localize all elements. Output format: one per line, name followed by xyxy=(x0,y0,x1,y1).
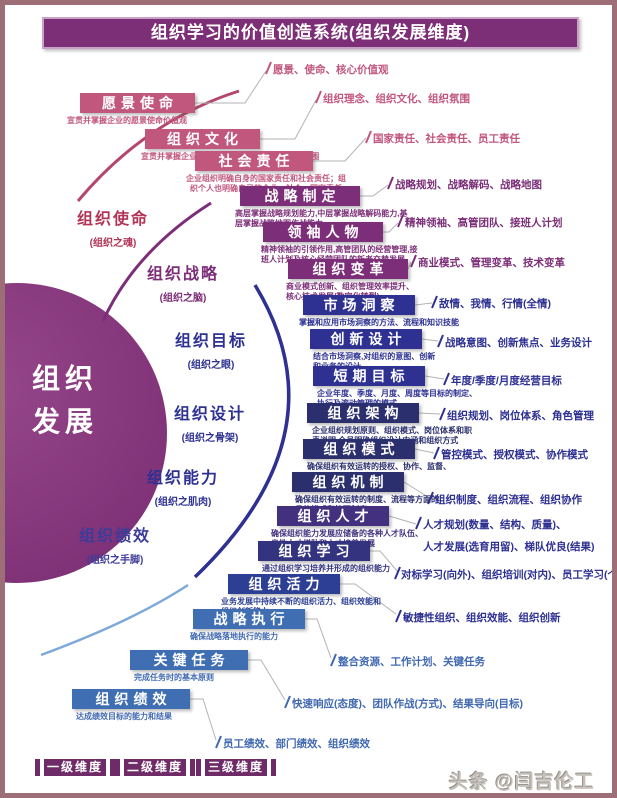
level2-box-9: 短期目标 xyxy=(313,366,425,386)
circle-line1: 组织 xyxy=(31,363,98,394)
level3-note-3: 国家责任、社会责任、员工责任 xyxy=(373,133,520,145)
page-title: 组织学习的价值创造系统(组织发展维度) xyxy=(42,17,579,49)
level3-note-8: 战略意图、创新焦点、业务设计 xyxy=(445,337,592,349)
level2-desc-16: 确保战略落地执行的能力 xyxy=(190,632,278,641)
level3-note-13b: 人才发展(选育用留)、梯队优良(结果) xyxy=(423,541,595,553)
level3-note-5: 精神领袖、高管团队、接班人计划 xyxy=(405,217,563,229)
note-ticks xyxy=(215,61,450,749)
level1-dim-capability: 组织能力 (组织之肌肉) xyxy=(146,470,219,508)
level2-box-12: 组织机制 xyxy=(292,472,404,492)
level2-box-17: 关键任务 xyxy=(130,650,248,670)
legend-level3: 三级维度 xyxy=(196,759,276,776)
level3-note-9: 年度/季度/月度经营目标 xyxy=(451,375,562,387)
level3-note-2: 组织理念、组织文化、组织氛围 xyxy=(323,93,470,105)
legend-bar xyxy=(196,759,201,776)
level2-box-1: 愿景使命 xyxy=(80,93,195,113)
legend-bar xyxy=(271,759,276,776)
level3-note-15: 敏捷性组织、组织效能、组织创新 xyxy=(403,612,561,624)
level1-dim-design: 组织设计 (组织之骨架) xyxy=(173,406,246,444)
org-development-circle xyxy=(5,283,167,583)
level2-box-10: 组织架构 xyxy=(307,403,419,423)
level2-box-5: 领袖人物 xyxy=(263,222,383,242)
level3-note-16: 整合资源、工作计划、关键任务 xyxy=(338,656,485,668)
org-development-label: 组织 发展 xyxy=(19,357,111,444)
connector-lines xyxy=(190,70,445,741)
level2-box-2: 组织文化 xyxy=(145,129,260,149)
level2-desc-1: 宣贯并掌握企业的愿景使命价值观 xyxy=(67,116,187,125)
legend-bar xyxy=(35,759,40,776)
level2-box-18: 组织绩效 xyxy=(72,689,190,709)
level1-dim-mission: 组织使命 (组织之魂) xyxy=(76,211,149,249)
level3-note-17: 快速响应(态度)、团队作战(方式)、结果导向(目标) xyxy=(292,698,523,710)
level3-note-4: 战略规划、战略解码、战略地图 xyxy=(395,179,542,191)
legend-bar xyxy=(115,759,120,776)
level1-dim-strategy: 组织战略 (组织之脑) xyxy=(146,266,219,304)
level2-desc-18: 达成绩效目标的能力和结果 xyxy=(76,712,172,721)
legend-bar xyxy=(190,759,195,776)
level3-note-12: 组织制度、组织流程、组织协作 xyxy=(435,494,582,506)
legend-bar xyxy=(110,759,115,776)
level1-dim-goal: 组织目标 (组织之眼) xyxy=(174,333,247,371)
legend-level1: 一级维度 xyxy=(35,759,115,776)
level2-box-8: 创新设计 xyxy=(310,329,422,349)
level3-note-6: 商业模式、管理变革、技术变革 xyxy=(418,257,565,269)
level2-box-6: 组织变革 xyxy=(288,259,408,279)
level2-desc-17: 完成任务时的基本原则 xyxy=(134,673,214,682)
diagram-graphics xyxy=(5,61,450,749)
circle-line2: 发展 xyxy=(31,406,98,438)
level2-box-4: 战略制定 xyxy=(240,186,360,206)
level3-note-11: 管控模式、授权模式、协作模式 xyxy=(441,449,588,461)
level2-box-13: 组织人才 xyxy=(277,506,389,526)
level2-box-16: 战略执行 xyxy=(193,609,305,629)
level3-note-18: 员工绩效、部门绩效、组织绩效 xyxy=(223,738,370,750)
legend-level2: 二级维度 xyxy=(115,759,195,776)
level2-box-7: 市场洞察 xyxy=(303,295,415,315)
watermark: 头条 @闫吉伦工作室 xyxy=(449,772,595,793)
level2-box-3: 社会责任 xyxy=(195,151,313,171)
level2-desc-14: 通过组织学习培养并形成的组织能力 xyxy=(262,564,390,573)
level3-note-10: 组织规划、岗位体系、角色管理 xyxy=(447,410,594,422)
level3-note-14: 对标学习(向外)、组织培训(对内)、员工学习(个人) xyxy=(401,569,617,581)
level2-box-14: 组织学习 xyxy=(258,541,370,561)
level1-dim-performance: 组织绩效 (组织之手脚) xyxy=(78,528,151,566)
level2-box-15: 组织活力 xyxy=(228,574,340,594)
level3-note-13a: 人才规划(数量、结构、质量)、 xyxy=(423,519,567,531)
level3-note-1: 愿景、使命、核心价值观 xyxy=(273,64,389,76)
level3-note-7: 敌情、我情、行情(全情) xyxy=(439,298,551,310)
level2-box-11: 组织模式 xyxy=(303,439,415,459)
level2-desc-7: 掌握和应用市场洞察的方法、流程和知识技能 xyxy=(299,318,459,327)
